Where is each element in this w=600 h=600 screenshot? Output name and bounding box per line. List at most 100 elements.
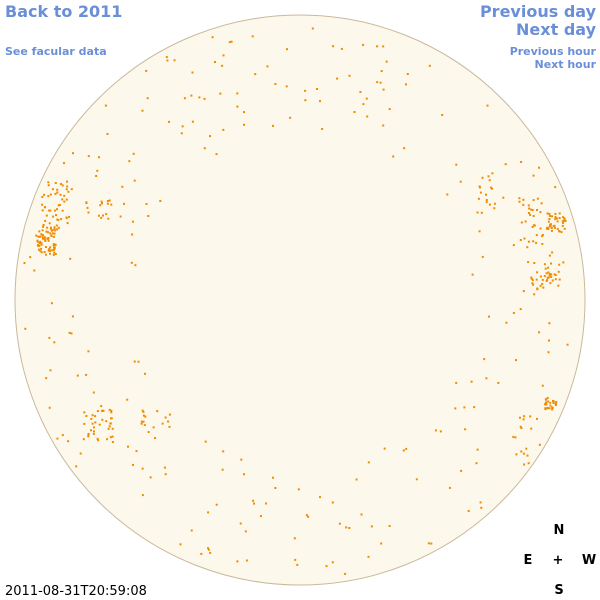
facula: [526, 246, 529, 249]
facula: [222, 128, 225, 131]
facula: [251, 35, 254, 38]
facula: [544, 398, 547, 401]
facula: [215, 153, 218, 156]
facula: [63, 200, 66, 203]
facula: [512, 435, 515, 438]
facula: [93, 426, 95, 429]
facula: [40, 247, 43, 250]
facula: [63, 194, 66, 197]
facula: [52, 253, 55, 256]
facula: [415, 478, 418, 481]
facula: [345, 526, 348, 529]
facula: [107, 427, 110, 430]
facula: [525, 447, 528, 450]
facula: [524, 220, 527, 223]
facula: [156, 410, 159, 413]
facula: [475, 462, 478, 465]
facula: [198, 96, 201, 99]
facula: [254, 73, 257, 76]
facula: [296, 563, 299, 566]
facula: [53, 232, 56, 235]
facular-link[interactable]: See facular data: [5, 45, 107, 58]
facula: [209, 135, 211, 138]
facula: [548, 218, 551, 220]
facula: [562, 216, 565, 219]
facula: [527, 212, 530, 214]
facula: [505, 321, 508, 324]
facula: [221, 468, 224, 471]
facula: [106, 133, 109, 135]
facula: [222, 450, 225, 453]
facula: [41, 229, 44, 232]
facula: [93, 430, 95, 433]
facula: [543, 263, 546, 266]
facula: [562, 221, 564, 224]
facula: [163, 466, 166, 469]
facula: [128, 160, 131, 163]
facula: [50, 235, 53, 237]
solar-disk: [14, 14, 586, 586]
next-hour-link[interactable]: Next hour: [535, 58, 597, 71]
facula: [43, 237, 46, 240]
facula: [547, 271, 550, 274]
facula: [548, 274, 551, 277]
facula: [293, 537, 296, 540]
previous-day-link[interactable]: Previous day: [480, 2, 597, 21]
facula: [382, 45, 385, 48]
facula: [549, 404, 552, 407]
facula: [483, 358, 486, 361]
facula: [325, 565, 328, 568]
facula: [544, 267, 547, 270]
compass-south: S: [554, 583, 563, 598]
facula: [109, 422, 112, 425]
facula: [181, 125, 184, 128]
facula: [520, 221, 523, 224]
facula: [145, 203, 148, 205]
facula: [104, 104, 107, 107]
facula: [478, 185, 481, 188]
facula: [405, 83, 407, 86]
facula: [402, 449, 405, 452]
facula: [558, 230, 561, 233]
facula: [485, 377, 488, 380]
facula: [476, 211, 479, 214]
facula: [476, 448, 479, 451]
facula: [344, 572, 347, 575]
facula: [49, 193, 52, 196]
facula: [123, 202, 125, 205]
facula: [65, 188, 68, 191]
facula: [545, 272, 548, 275]
facula: [560, 231, 563, 234]
facula: [179, 543, 182, 546]
facula: [478, 230, 481, 233]
facula: [477, 197, 480, 200]
facula: [379, 81, 382, 84]
next-day-link[interactable]: Next day: [516, 20, 597, 39]
facula: [541, 243, 544, 245]
facula: [480, 211, 483, 214]
facula: [47, 195, 50, 198]
facula: [45, 253, 47, 256]
back-year-link[interactable]: Back to 2011: [5, 2, 122, 21]
facula: [38, 241, 41, 244]
facula: [60, 218, 63, 221]
facula: [152, 426, 155, 429]
facula: [164, 473, 167, 476]
facula: [552, 402, 555, 404]
facula: [547, 220, 550, 223]
facula: [96, 437, 99, 440]
facula: [463, 406, 466, 409]
facula: [111, 441, 114, 443]
facula: [56, 191, 59, 194]
facula: [141, 409, 144, 412]
facula: [56, 188, 59, 191]
previous-hour-link[interactable]: Previous hour: [510, 45, 597, 58]
facula: [406, 73, 409, 75]
facula: [548, 215, 551, 217]
facula: [79, 452, 82, 455]
facula: [42, 234, 45, 237]
facula: [459, 180, 462, 183]
facula: [45, 377, 48, 380]
facula: [191, 71, 194, 74]
facula: [533, 262, 536, 264]
